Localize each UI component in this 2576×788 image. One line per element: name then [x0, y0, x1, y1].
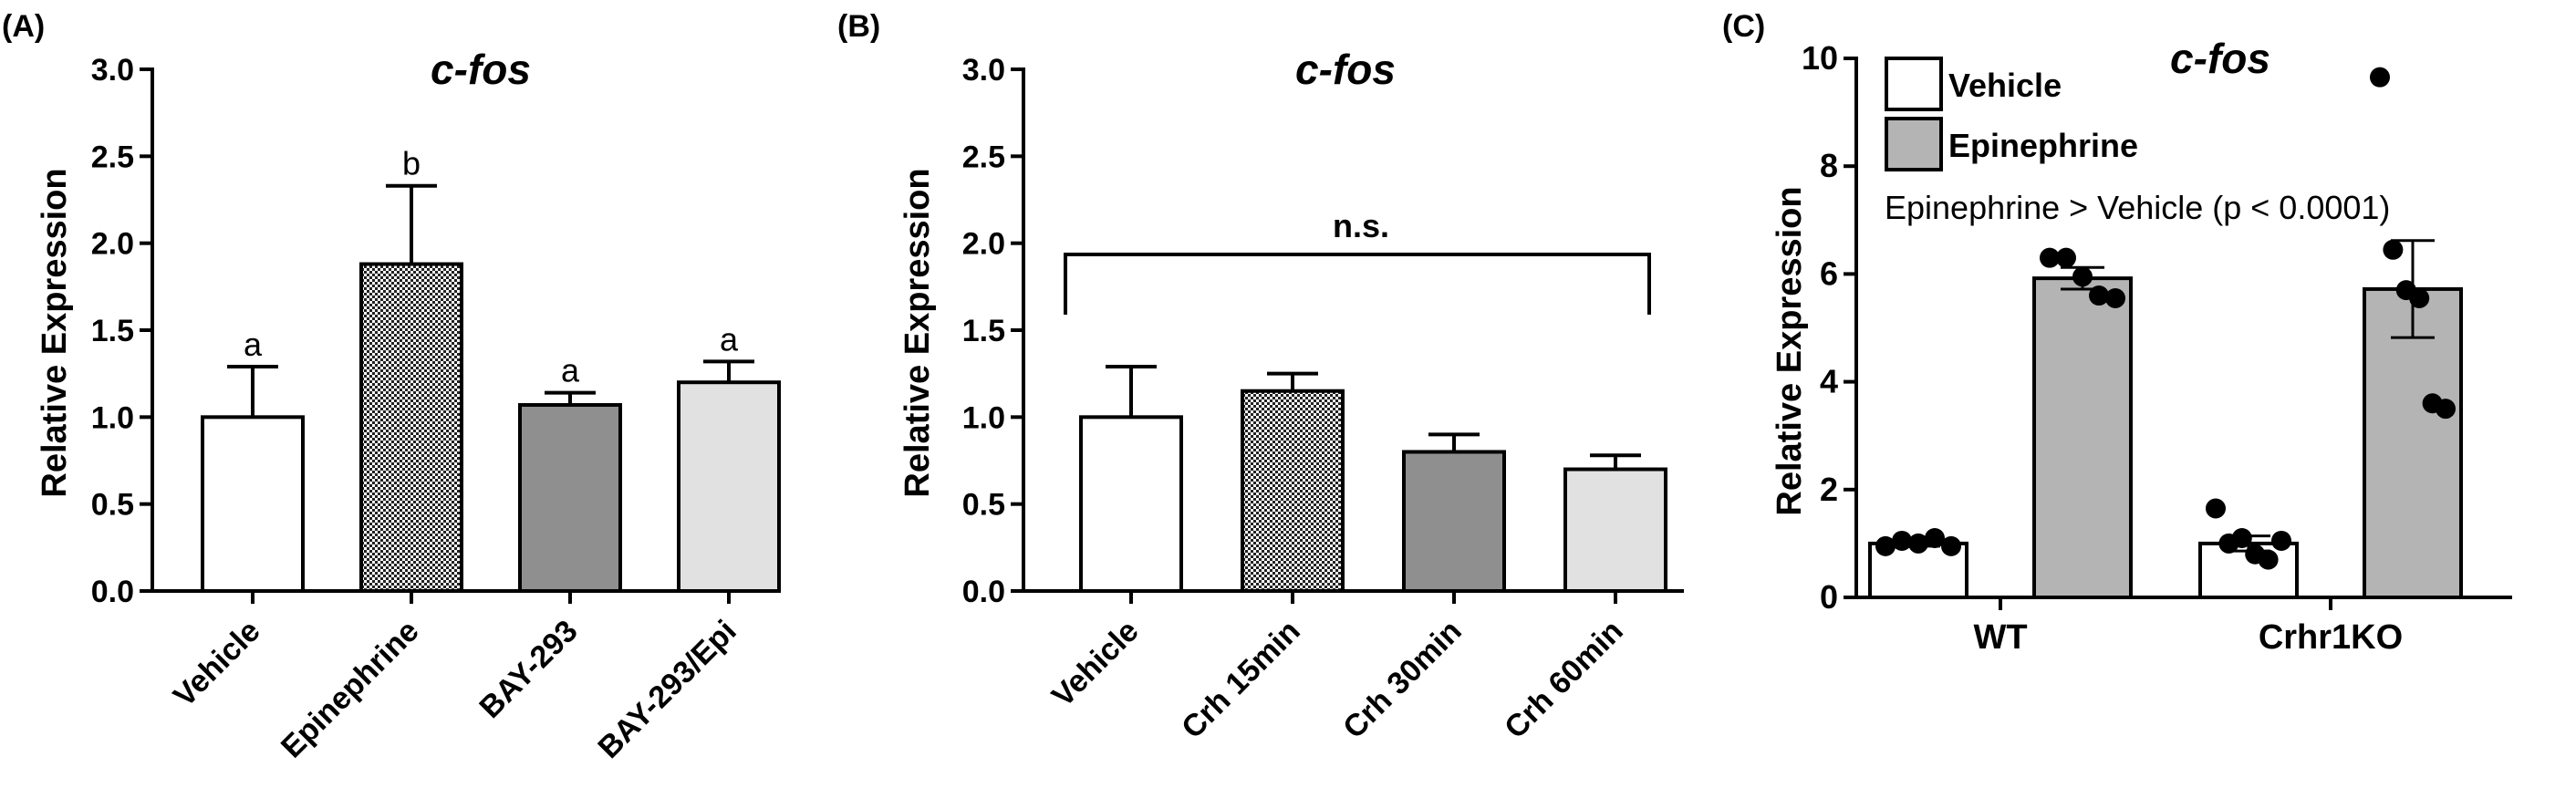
panel-b-bar: [1563, 467, 1667, 593]
panel-c-y-tick-label: 4: [1820, 363, 1838, 400]
panel-b-bar: [1241, 389, 1345, 593]
panel-c-data-point: [2383, 239, 2404, 260]
panel-b-bar: [1079, 415, 1183, 594]
panel-c-data-point: [1875, 535, 1896, 556]
panel-a-significance-letter: b: [402, 145, 421, 182]
panel-c-y-tick-label: 8: [1820, 147, 1838, 184]
panel-c-x-tick-label: WT: [1973, 618, 2027, 657]
panel-b-x-tick-label: Crh 60min: [1498, 614, 1629, 745]
panel-c-data-point: [2206, 498, 2226, 519]
panel-b-x-tick-label: Vehicle: [1045, 614, 1146, 714]
panel-a-x-tick-label: Vehicle: [167, 614, 267, 714]
panel-a-bar: [518, 402, 622, 593]
legend-vehicle-swatch: [1885, 57, 1943, 111]
panel-b-label: (B): [837, 9, 880, 44]
panel-c-data-point: [2105, 287, 2125, 308]
panel-c-label: (C): [1722, 9, 1765, 44]
panel-b-x-tick-label: Crh 30min: [1336, 614, 1468, 745]
panel-b-y-tick-label: 3.0: [962, 53, 1005, 88]
panel-c-data-point: [2040, 247, 2060, 268]
panel-a-y-tick-label: 0.0: [91, 575, 134, 609]
panel-a-x-tick-label: BAY-293/Epi: [591, 614, 743, 765]
panel-c-y-axis-label: Relative Expression: [1771, 186, 1809, 515]
panel-c: (C) c-fos Relative Expression Vehicle Ep…: [1722, 9, 2512, 657]
panel-c-y-tick-label: 2: [1820, 471, 1838, 508]
panel-a-x-tick-label: BAY-293: [473, 614, 584, 725]
panel-a-plot: 0.0 0.5 1.0 1.5 2.0 2.5 3.0 a Vehicle b Epinephrin…: [91, 53, 781, 765]
panel-b-y-tick-label: 0.5: [962, 488, 1005, 523]
panel-c-data-point: [1908, 533, 1928, 554]
panel-a-significance-letter: a: [561, 352, 580, 389]
panel-c-data-point: [2258, 549, 2279, 570]
panel-a-significance-letter: a: [244, 326, 263, 363]
legend-vehicle-label: Vehicle: [1948, 67, 2062, 104]
panel-a-label: (A): [2, 9, 45, 44]
panel-a-y-tick-label: 1.0: [91, 400, 134, 435]
panel-a-title: c-fos: [431, 46, 531, 93]
panel-a: (A) c-fos Relative Expression 0.0 0.5 1.0 1…: [2, 9, 781, 765]
panel-b-y-axis-label: Relative Expression: [898, 168, 937, 497]
panel-c-x-tick-label: Crhr1KO: [2259, 618, 2403, 657]
panel-a-y-tick-label: 2.5: [91, 140, 134, 174]
panel-a-y-tick-label: 2.0: [91, 227, 134, 262]
panel-c-annotation: Epinephrine > Vehicle (p < 0.0001): [1885, 189, 2390, 226]
panel-c-data-point: [2436, 399, 2456, 420]
panel-a-significance-letter: a: [720, 320, 739, 358]
panel-a-y-tick-label: 1.5: [91, 314, 134, 348]
panel-c-bar-epinephrine: [2363, 286, 2463, 599]
panel-a-y-axis-label: Relative Expression: [36, 168, 74, 497]
panel-a-bar: [359, 262, 463, 593]
panel-c-data-point: [2072, 266, 2093, 287]
panel-b-y-tick-label: 1.5: [962, 314, 1005, 348]
panel-c-data-point: [2271, 530, 2291, 551]
panel-c-data-point: [2409, 287, 2430, 308]
panel-b-y-tick-label: 1.0: [962, 400, 1005, 435]
panel-b-y-tick-label: 2.5: [962, 140, 1005, 174]
panel-a-bar: [677, 380, 781, 594]
panel-c-title: c-fos: [2170, 35, 2270, 82]
panel-c-data-point: [1892, 530, 1912, 551]
panel-b-y-tick-label: 0.0: [962, 575, 1005, 609]
panel-c-data-point: [2056, 247, 2076, 268]
panel-c-plot: 0 2 4 6 8 10 WT Crhr1KO: [1802, 39, 2512, 657]
panel-c-data-point: [2370, 67, 2390, 88]
panel-c-data-point: [2089, 285, 2109, 306]
panel-c-data-point: [1941, 535, 1961, 556]
panel-c-data-point: [1925, 527, 1945, 548]
panel-b-significance-label: n.s.: [1333, 207, 1389, 244]
panel-b-bar: [1402, 450, 1506, 594]
panel-b-y-tick-label: 2.0: [962, 227, 1005, 262]
panel-a-bar: [201, 415, 305, 594]
legend-epinephrine-swatch: [1885, 117, 1943, 171]
panel-c-bar-epinephrine: [2032, 276, 2133, 599]
panel-b-x-tick-label: Crh 15min: [1175, 614, 1306, 745]
panel-c-y-tick-label: 6: [1820, 254, 1838, 292]
panel-c-y-tick-label: 10: [1802, 39, 1838, 77]
panel-c-data-point: [2231, 527, 2252, 548]
panel-a-y-tick-label: 3.0: [91, 53, 134, 88]
panel-c-y-tick-label: 0: [1820, 578, 1838, 616]
legend-epinephrine-label: Epinephrine: [1948, 127, 2138, 164]
panel-a-x-tick-label: Epinephrine: [275, 614, 426, 765]
panel-b-title: c-fos: [1295, 46, 1396, 93]
panel-a-y-tick-label: 0.5: [91, 488, 134, 523]
panel-b: (B) c-fos Relative Expression n.s. 0.0 0.…: [837, 9, 1684, 745]
